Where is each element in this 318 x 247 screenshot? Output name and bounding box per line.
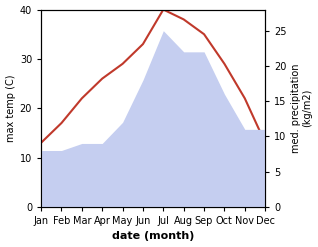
Y-axis label: med. precipitation
(kg/m2): med. precipitation (kg/m2) — [291, 63, 313, 153]
X-axis label: date (month): date (month) — [112, 231, 194, 242]
Y-axis label: max temp (C): max temp (C) — [5, 74, 16, 142]
